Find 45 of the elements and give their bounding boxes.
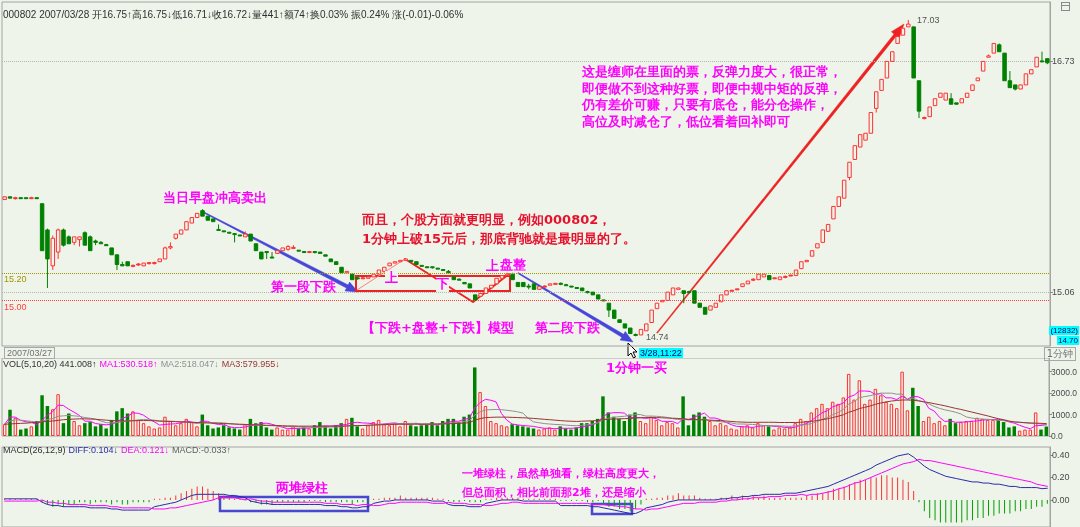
y-tick-label: 2000.0 xyxy=(1051,388,1078,399)
y-tick-label: 0.20 xyxy=(1052,472,1070,483)
annotation: 17.03 xyxy=(917,15,940,26)
annotation: 而且，个股方面就更明显，例如000802， xyxy=(362,212,612,228)
annotation: 下 xyxy=(436,276,449,292)
text: MA3:579.955↓ xyxy=(221,359,280,369)
ref-line-label: 15.20 xyxy=(4,274,27,285)
annotation: 1分钟 xyxy=(1043,347,1076,361)
y-tick-label: 0.40 xyxy=(1052,449,1070,460)
text: MA1:530.518↑ xyxy=(99,359,158,369)
annotation: 盘整 xyxy=(500,257,526,273)
annotation: 2007/03/27 xyxy=(4,347,56,360)
annotation: 高位及时减仓了，低位看着回补即可 xyxy=(582,114,790,130)
annotation: 两堆绿柱 xyxy=(276,480,328,496)
y-tick-label: 3000.0 xyxy=(1051,366,1078,377)
text: 000802 2007/03/28 开16.75↑高16.75↓低16.71↓收16.72↓量441↑额74↑换0.03% 振0.24% 涨(-0.01)-0.06% xyxy=(3,9,464,20)
y-tick-label: 0.00 xyxy=(1052,494,1070,505)
annotation: MACD:-0.033↑ xyxy=(172,445,232,455)
annotation: 【下跌+盘整+下跌】模型 xyxy=(362,320,514,336)
annotation: 1分钟上破15元后，那底背驰就是最明显的了。 xyxy=(362,231,637,247)
annotation: 3/28,11:22 xyxy=(639,348,683,359)
y-tick-label: 0.0 xyxy=(1051,431,1064,441)
annotation: 第一段下跌 xyxy=(271,279,336,295)
annotation: 1分钟一买 xyxy=(606,360,668,376)
annotation: 当日早盘冲高卖出 xyxy=(163,190,267,206)
y-tick-label: 16.73 xyxy=(1052,56,1075,67)
text: DEA:0.121↓ xyxy=(121,445,170,455)
text: MA2:518.047↓ xyxy=(160,359,219,369)
ref-line-label: 15.00 xyxy=(4,301,27,312)
text: DIFF:0.104↓ xyxy=(68,445,119,455)
annotation: 第二段下跌 xyxy=(535,320,600,336)
text: 14.70 xyxy=(1056,336,1079,346)
annotation: 这是缠师在里面的票，反弹力度大，很正常， xyxy=(582,64,842,80)
chart-title: MACD(26,12,9) xyxy=(3,445,66,455)
text: (12832) xyxy=(1049,326,1079,336)
y-tick-label: 15.06 xyxy=(1052,287,1075,298)
annotation: 上 xyxy=(486,258,499,274)
chart-title: VOL(5,10,20) 441.008↑ xyxy=(3,359,97,369)
annotation: 即便做不到这种好票，即便中规中矩的反弹， xyxy=(582,81,842,97)
annotation: 但总面积，相比前面那2堆，还是缩小 xyxy=(462,486,646,500)
annotation: 仍有差价可赚，只要有底仓，能分仓操作， xyxy=(582,97,829,113)
annotation: 14.74 xyxy=(646,332,669,343)
annotation: 一堆绿柱，虽然单独看，绿柱高度更大， xyxy=(462,467,660,481)
annotation: 上 xyxy=(385,270,398,286)
y-tick-label: 1000.0 xyxy=(1051,409,1078,420)
